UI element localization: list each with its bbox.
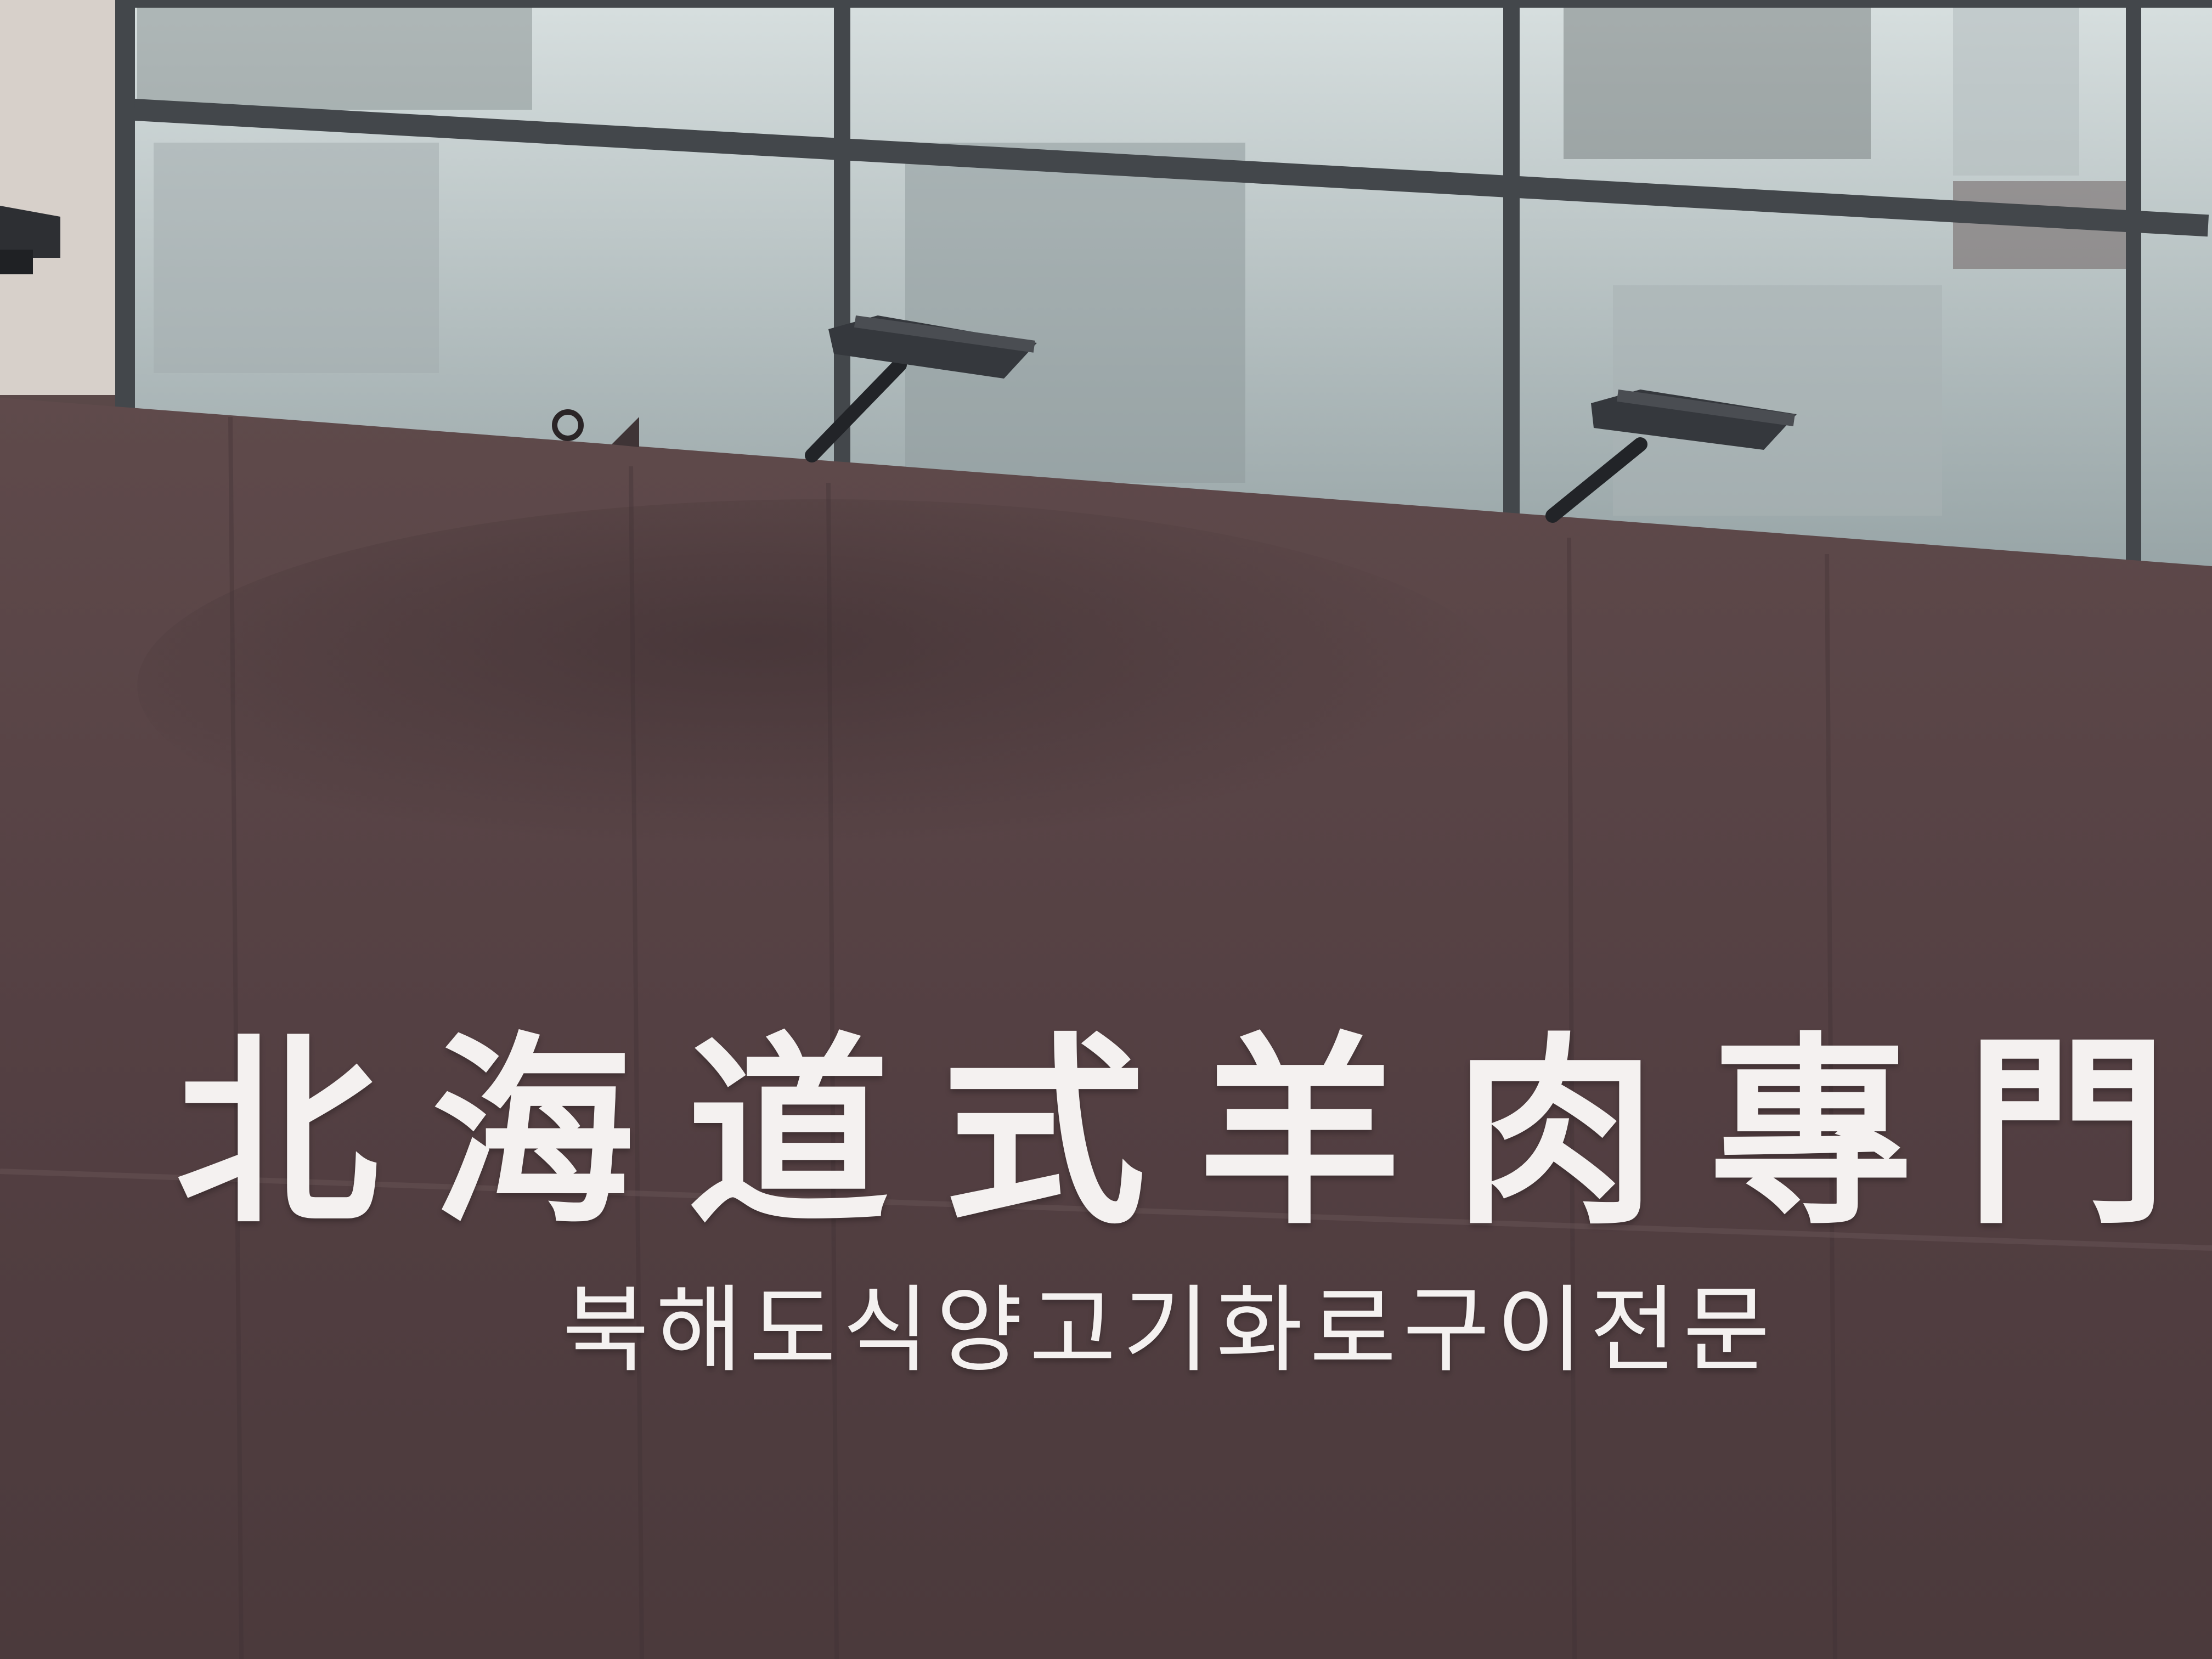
window-frames <box>115 0 2212 576</box>
spotlight-right <box>1545 390 1797 523</box>
spotlight-center <box>805 315 1037 462</box>
spotlight-left <box>0 206 60 274</box>
sign-title: 北海道式羊肉專門 <box>176 1014 2212 1252</box>
panel-seam <box>0 1169 2212 1251</box>
mounting-bracket <box>552 409 639 447</box>
concrete-wall <box>0 0 115 395</box>
tree-shadow <box>137 499 1509 872</box>
weathering-streaks <box>228 416 1837 1659</box>
sign-subtitle: 북해도식양고기화로구이전문 <box>562 1275 1777 1385</box>
